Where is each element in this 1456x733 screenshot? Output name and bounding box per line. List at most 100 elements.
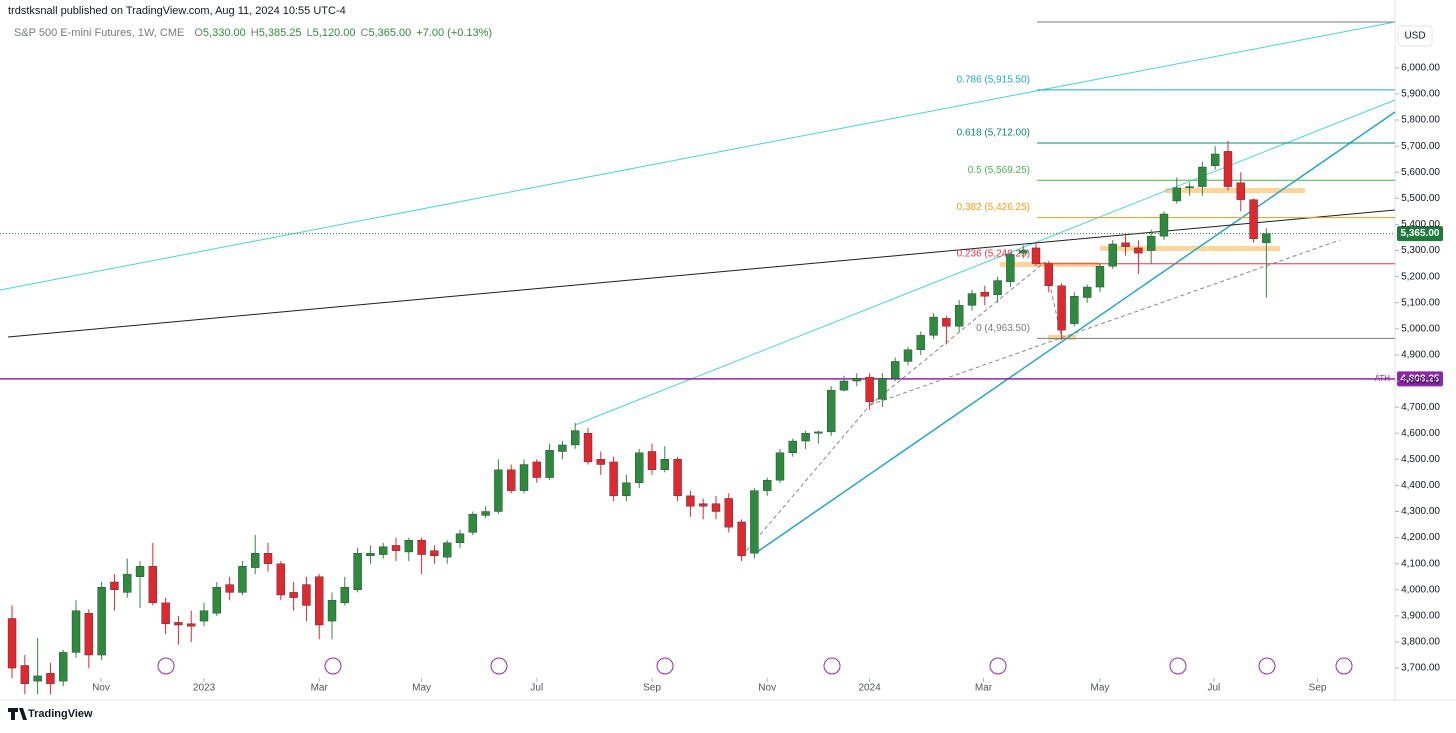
candle-body (532, 461, 542, 478)
candle-body (839, 380, 849, 391)
y-tick-label: 3,700.00 (1401, 663, 1440, 674)
y-tick-label: 4,200.00 (1401, 532, 1440, 543)
event-icon[interactable] (1335, 657, 1353, 675)
candle-body (20, 665, 30, 684)
candle-body (596, 459, 606, 465)
candle-body (327, 600, 337, 622)
y-tick-label: 4,700.00 (1401, 402, 1440, 413)
candle-body (417, 540, 426, 555)
candle-body (443, 542, 452, 558)
candle-body (826, 389, 836, 433)
candle-body (929, 316, 938, 336)
symbol-name: S&P 500 E-mini Futures, 1W, CME (14, 27, 184, 39)
candle-body (353, 553, 362, 590)
candle-body (1249, 199, 1258, 239)
event-icons (157, 657, 1353, 675)
candle-body (59, 652, 68, 682)
candle-body (1044, 263, 1053, 286)
event-icon[interactable] (157, 657, 175, 675)
event-icon[interactable] (1169, 657, 1187, 675)
y-tick-label: 5,400.00 (1401, 219, 1440, 230)
candle-body (97, 586, 106, 656)
candle-body (519, 464, 529, 491)
candle-body (1031, 247, 1041, 264)
published: trdstksnall published on TradingView.com… (8, 5, 346, 17)
candle-body (212, 586, 222, 614)
drawings (0, 21, 1396, 557)
event-icon[interactable] (989, 657, 1007, 675)
candle-body (954, 305, 964, 327)
legend-key: H (251, 27, 259, 39)
x-tick-label: Nov (758, 683, 776, 694)
candle-body (1262, 233, 1271, 243)
y-tick-label: 4,300.00 (1401, 506, 1440, 517)
currency-button[interactable] (1397, 25, 1433, 47)
candle-body (967, 293, 977, 306)
x-tick-label: Sep (643, 683, 661, 694)
event-icon[interactable] (490, 657, 508, 675)
fib-level-label: 0.786 (5,915.50) (957, 75, 1030, 86)
x-tick-label: 2024 (858, 683, 881, 694)
x-tick-label: Mar (975, 683, 993, 694)
fib-level-label: 0.236 (5,249.25) (957, 248, 1030, 259)
candle-body (238, 566, 247, 593)
candle-body (1082, 286, 1092, 298)
last-price-tag (1397, 226, 1443, 242)
y-tick-label: 4,900.00 (1401, 350, 1440, 361)
y-tick-label: 5,500.00 (1401, 193, 1440, 204)
candle-body (340, 586, 350, 604)
y-tick-label: 5,000.00 (1401, 323, 1440, 334)
y-tick-label: 5,800.00 (1401, 115, 1440, 126)
candle-body (698, 503, 708, 507)
footer: TradingView (28, 708, 93, 720)
candle-body (775, 452, 785, 481)
x-tick-label: Mar (311, 683, 329, 694)
y-tick-label: 5,200.00 (1401, 271, 1440, 282)
event-icon[interactable] (1258, 657, 1276, 675)
event-icon[interactable] (324, 657, 342, 675)
candle-body (1070, 296, 1079, 324)
fib-level-label: 0.5 (5,569.25) (968, 165, 1030, 176)
last-price-label: 5,365.00 (1401, 228, 1440, 239)
candle-body (225, 584, 234, 593)
candle-body (545, 449, 554, 478)
candle-body (494, 469, 503, 512)
y-tick-label: 4,000.00 (1401, 584, 1440, 595)
currency: USD (1404, 31, 1425, 42)
x-tick-label: Sep (1309, 683, 1327, 694)
legend-key: O (194, 27, 203, 39)
candle-body (609, 461, 618, 497)
zone (1100, 246, 1280, 251)
candle-body (481, 511, 490, 516)
candle-body (814, 431, 823, 434)
legend-value: 5,365.00 (368, 27, 411, 39)
dashed-line (741, 404, 871, 557)
y-tick-label: 4,600.00 (1401, 428, 1440, 439)
candle-body (289, 592, 298, 598)
candle-body (315, 576, 324, 626)
legend-key: L (307, 27, 313, 39)
y-tick-label: 5,700.00 (1401, 141, 1440, 152)
candle-body (673, 459, 682, 497)
candle-body (148, 566, 158, 604)
event-icon[interactable] (823, 657, 841, 675)
candle-body (686, 495, 695, 507)
ath-tag (1397, 371, 1443, 387)
legend-key: C (360, 27, 368, 39)
candle-body (903, 349, 913, 362)
candle-body (993, 280, 1002, 296)
x-tick-label: Jul (1207, 683, 1220, 694)
candle-body (1210, 153, 1220, 166)
candle-body (801, 433, 810, 442)
event-icon[interactable] (656, 657, 674, 675)
candle-body (762, 479, 772, 491)
trend-line (0, 21, 1396, 291)
y-tick-label: 5,300.00 (1401, 245, 1440, 256)
candle-body (1146, 235, 1156, 251)
candle-body (788, 440, 797, 453)
y-tick-label: 4,500.00 (1401, 454, 1440, 465)
candle-body (187, 623, 196, 627)
candle-body (199, 610, 209, 622)
candle-body (1006, 254, 1015, 283)
trend-line (574, 99, 1396, 426)
